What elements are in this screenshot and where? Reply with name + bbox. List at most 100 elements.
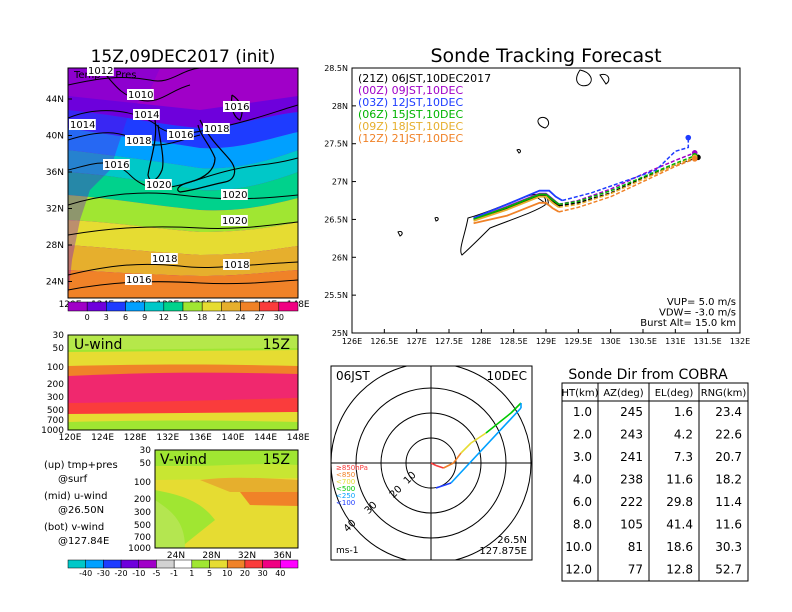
isobar-label-bg bbox=[125, 274, 152, 285]
vwind-label: V-wind bbox=[160, 452, 207, 468]
isobar-label-bg bbox=[145, 179, 172, 190]
table-cell: 12.8 bbox=[666, 563, 693, 577]
map-lat-tick: 36N bbox=[46, 168, 64, 178]
track-descent-line bbox=[558, 152, 695, 206]
uwind-level-tick: 500 bbox=[47, 406, 64, 416]
isobar-label-bg bbox=[203, 123, 230, 134]
colorbar-swatch bbox=[103, 559, 122, 569]
table-cell: 30.3 bbox=[715, 540, 742, 554]
table-cell: 238 bbox=[620, 473, 643, 487]
track-x-tick: 131E bbox=[665, 337, 685, 346]
colorbar-swatch bbox=[259, 301, 280, 312]
table-cell: 4.0 bbox=[573, 473, 592, 487]
isobar-label: 1016 bbox=[104, 160, 129, 171]
vwind-level-tick: 100 bbox=[134, 478, 151, 488]
map-lat-axis: 44N 40N 36N 32N 28N 24N bbox=[46, 95, 72, 288]
table-cell: 77 bbox=[628, 563, 643, 577]
colorbar-tick: -20 bbox=[115, 569, 128, 578]
vwind-level-tick: 50 bbox=[140, 459, 152, 469]
track-x-tick: 130E bbox=[601, 337, 621, 346]
track-x-tick: 129.5E bbox=[564, 337, 592, 346]
colorbar-swatch bbox=[156, 559, 175, 569]
vwind-lat-tick: 32N bbox=[238, 551, 256, 561]
table-cell: 20.7 bbox=[715, 450, 742, 464]
track-title: Sonde Tracking Forecast bbox=[430, 45, 661, 67]
track-y-tick: 26.5N bbox=[324, 215, 348, 224]
map-frame bbox=[67, 67, 299, 299]
vwind-level-tick: 200 bbox=[134, 495, 151, 505]
vwind-lat-tick: 36N bbox=[273, 551, 291, 561]
track-x-tick: 131.5E bbox=[694, 337, 722, 346]
isobar-label-bg bbox=[221, 215, 248, 226]
vwind-level-tick: 500 bbox=[134, 521, 151, 531]
isobar-label: 1018 bbox=[126, 136, 151, 147]
track-legend-entry: (09Z) 18JST,10DEC bbox=[358, 120, 463, 133]
uwind-lon-tick: 140E bbox=[222, 433, 245, 443]
map-lat-tick: 40N bbox=[46, 132, 64, 142]
track-x-tick: 127.5E bbox=[435, 337, 463, 346]
wind-colorbar: -40 -30 -20 -10 -5 -1 1 5 10 20 30 40 bbox=[67, 559, 299, 578]
polar-lon: 127.875E bbox=[479, 546, 527, 557]
track-x-tick: 128.5E bbox=[500, 337, 528, 346]
isobar-label-bg bbox=[87, 65, 114, 76]
track-x-tick: 126.5E bbox=[370, 337, 398, 346]
table-cell: 222 bbox=[620, 495, 643, 509]
isobar-label: 1020 bbox=[146, 180, 171, 191]
track-landing-point bbox=[691, 156, 698, 162]
track-ascent-line bbox=[473, 193, 560, 221]
colorbar-tick: 5 bbox=[207, 569, 212, 578]
track-x-tick: 130.5E bbox=[629, 337, 657, 346]
track-y-tick: 26N bbox=[332, 253, 348, 262]
map-title: 15Z,09DEC2017 (init) bbox=[91, 47, 276, 67]
track-y-axis: 25N 25.5N 26N 26.5N 27N 27.5N 28N 28.5N bbox=[324, 64, 356, 338]
isobar-label: 1016 bbox=[168, 130, 193, 141]
uwind-lon-tick: 136E bbox=[189, 433, 212, 443]
map-lat-tick: 28N bbox=[46, 241, 64, 251]
colorbar-swatch bbox=[240, 301, 260, 312]
track-legend-entry: (00Z) 09JST,10DEC bbox=[358, 84, 463, 97]
track-y-tick: 25.5N bbox=[324, 291, 348, 300]
uwind-level-tick: 700 bbox=[47, 416, 64, 426]
polar-time: 06JST bbox=[336, 369, 370, 383]
uwind-level-tick: 200 bbox=[47, 380, 64, 390]
isobar-label-bg bbox=[223, 259, 250, 270]
hodograph-segment bbox=[435, 482, 452, 489]
colorbar-tick: 18 bbox=[197, 313, 207, 322]
track-series bbox=[473, 134, 701, 225]
track-x-tick: 128E bbox=[471, 337, 491, 346]
table-cell: 105 bbox=[620, 518, 643, 532]
table-cell: 241 bbox=[620, 450, 643, 464]
colorbar-swatch bbox=[278, 301, 299, 312]
colorbar-tick: 27 bbox=[255, 313, 265, 322]
table-cell: 4.2 bbox=[674, 428, 693, 442]
uwind-time: 15Z bbox=[263, 337, 290, 353]
table-cell: 18.2 bbox=[715, 473, 742, 487]
colorbar-swatch bbox=[86, 301, 107, 312]
track-y-tick: 27.5N bbox=[324, 140, 348, 149]
isobar-labels: 1012101010141016101610181018101610201020… bbox=[69, 65, 250, 286]
colorbar-swatch bbox=[138, 559, 157, 569]
isobar-label: 1010 bbox=[128, 90, 153, 101]
table-header: EL(deg) bbox=[655, 388, 694, 399]
track-descent-line bbox=[558, 158, 695, 213]
track-param: VDW= -3.0 m/s bbox=[659, 308, 736, 319]
table-cell: 23.4 bbox=[715, 405, 742, 419]
table-cell: 11.6 bbox=[715, 518, 742, 532]
uwind-lon-tick: 120E bbox=[59, 433, 82, 443]
colorbar-swatch bbox=[106, 301, 126, 312]
track-y-tick: 25N bbox=[332, 329, 348, 338]
colorbar-tick: 40 bbox=[275, 569, 285, 578]
hodograph-segment bbox=[470, 432, 487, 444]
colorbar-swatch bbox=[144, 301, 165, 312]
panel-legend-line: (mid) u-wind bbox=[44, 491, 107, 502]
colorbar-tick: -5 bbox=[152, 569, 160, 578]
uwind-frame bbox=[67, 334, 299, 431]
colorbar-swatch bbox=[173, 559, 193, 569]
table-header: HT(km) bbox=[562, 388, 599, 399]
table-cell: 2.0 bbox=[573, 428, 592, 442]
colorbar-tick: 15 bbox=[178, 313, 188, 322]
colorbar-swatch bbox=[67, 559, 86, 569]
table-cell: 81 bbox=[628, 540, 643, 554]
map-lat-tick: 32N bbox=[46, 205, 64, 215]
table-cell: 29.8 bbox=[666, 495, 693, 509]
